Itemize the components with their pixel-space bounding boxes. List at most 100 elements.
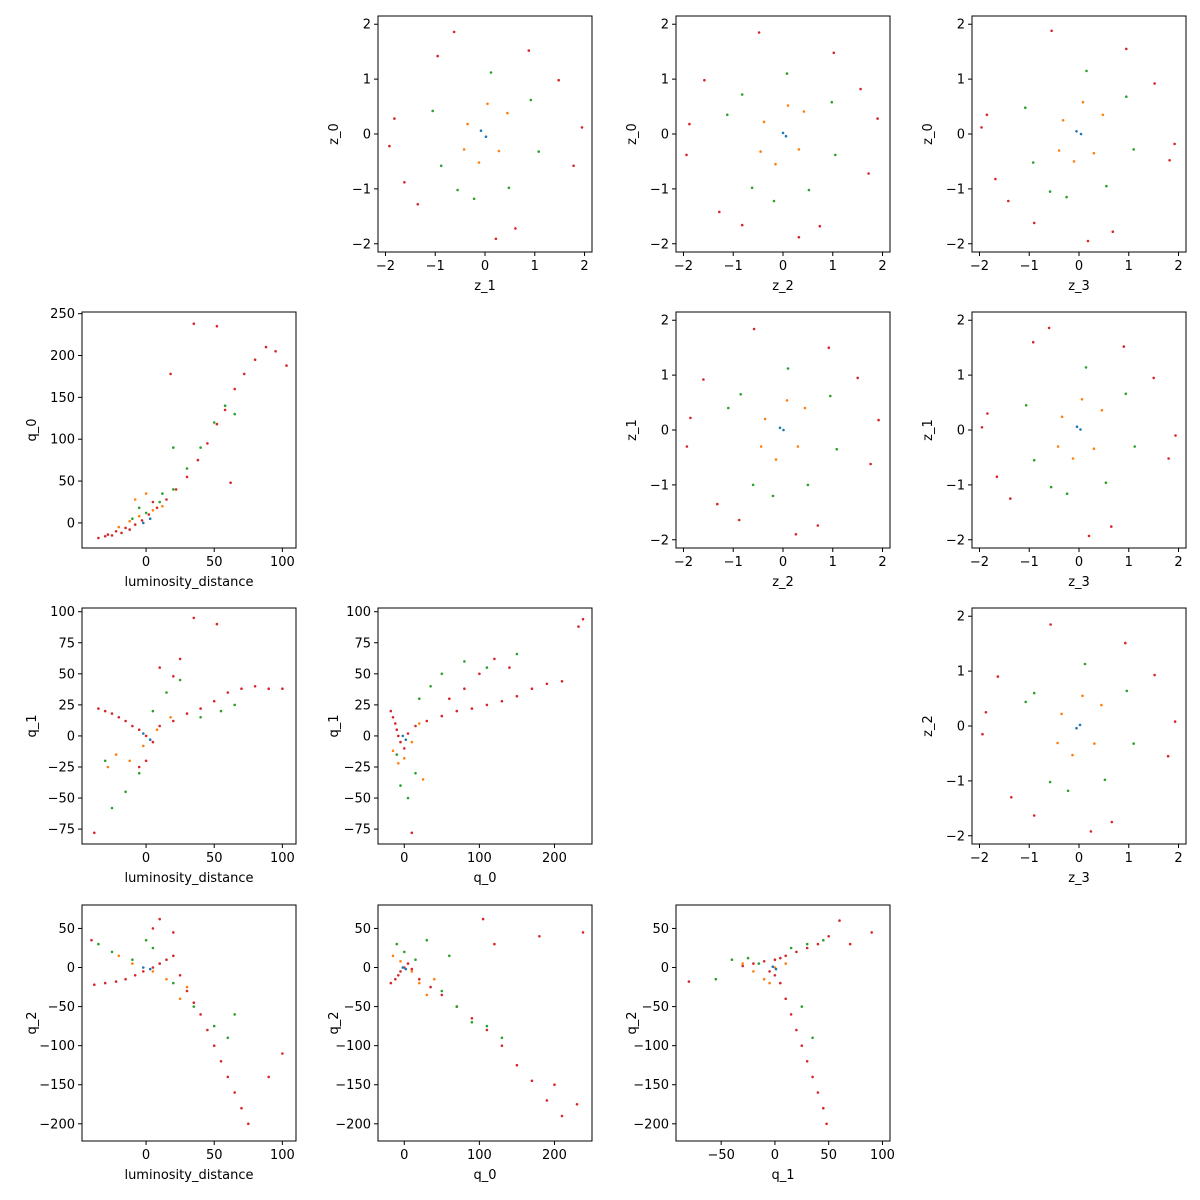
y-tick-label: −75 <box>48 823 75 838</box>
scatter-point <box>192 1001 196 1004</box>
y-tick-label: 1 <box>661 369 669 384</box>
x-tick-label: 50 <box>206 555 223 570</box>
scatter-point <box>247 1122 250 1126</box>
x-tick-label: 0 <box>1075 555 1083 570</box>
scatter-point <box>870 931 873 934</box>
x-tick-label: 0 <box>142 1148 150 1163</box>
scatter-point <box>439 164 443 168</box>
scatter-point <box>1049 623 1052 626</box>
y-tick-label: −50 <box>344 792 371 807</box>
y-tick-label: 2 <box>661 314 669 329</box>
scatter-points <box>685 327 880 536</box>
scatter-point <box>93 983 96 986</box>
scatter-point <box>1124 392 1128 396</box>
scatter-point <box>151 509 155 512</box>
x-axis-label: z_3 <box>1068 279 1090 294</box>
scatter-point <box>508 666 511 669</box>
scatter-point <box>199 446 202 449</box>
y-tick-label: 2 <box>363 18 371 33</box>
scatter-point <box>479 129 483 132</box>
scatter-point <box>800 1005 804 1008</box>
scatter-point <box>1024 106 1027 109</box>
axes-frame <box>81 311 297 549</box>
x-tick-label: 0 <box>400 851 408 866</box>
scatter-point <box>1174 434 1177 437</box>
scatter-point <box>185 467 189 470</box>
scatter-point <box>418 697 421 700</box>
x-axis-label: z_1 <box>474 279 496 294</box>
scatter-point <box>726 113 729 117</box>
scatter-point <box>285 364 288 367</box>
scatter-point <box>253 358 257 362</box>
scatter-point <box>240 1106 243 1110</box>
scatter-point <box>403 747 406 750</box>
scatter-point <box>215 422 219 426</box>
x-tick-label: 0 <box>1075 851 1083 866</box>
scatter-point <box>391 716 395 719</box>
x-tick-label: 50 <box>820 1148 837 1163</box>
scatter-point <box>1110 525 1113 528</box>
scatter-point <box>811 1036 814 1040</box>
scatter-point <box>117 525 121 529</box>
x-tick-label: 2 <box>580 259 588 274</box>
scatter-point <box>740 223 744 227</box>
scatter-point <box>786 367 790 370</box>
y-tick-label: −100 <box>335 1039 371 1054</box>
scatter-points <box>388 30 584 241</box>
scatter-point <box>463 687 466 690</box>
panel-q2-vs-q0: 0 100 200 −200 −150 −100 −50 0 50 q_0 q_2 <box>327 904 593 1183</box>
x-tick-label: 50 <box>206 851 223 866</box>
scatter-point <box>128 528 131 531</box>
scatter-point <box>440 993 444 997</box>
scatter-point <box>1110 820 1114 824</box>
scatter-point <box>391 954 395 958</box>
y-tick-label: 0 <box>363 128 371 143</box>
x-tick-label: 1 <box>531 259 539 274</box>
scatter-point <box>784 134 788 138</box>
scatter-point <box>158 962 161 965</box>
x-tick-label: −1 <box>1020 555 1039 570</box>
scatter-point <box>267 1075 271 1079</box>
scatter-point <box>155 728 159 731</box>
scatter-point <box>169 716 172 719</box>
scatter-point <box>1086 239 1090 243</box>
scatter-point <box>110 712 114 715</box>
scatter-point <box>124 790 127 794</box>
scatter-point <box>494 237 498 241</box>
scatter-point <box>1153 673 1156 677</box>
scatter-point <box>876 117 879 120</box>
y-tick-label: 50 <box>652 922 669 937</box>
x-tick-label: 2 <box>878 555 886 570</box>
x-axis-label: luminosity_distance <box>124 871 253 886</box>
x-tick-label: 2 <box>1174 259 1182 274</box>
scatter-points <box>97 322 288 540</box>
scatter-point <box>429 985 432 989</box>
scatter-point <box>485 666 489 669</box>
scatter-point <box>219 1060 223 1063</box>
scatter-point <box>399 960 402 963</box>
x-axis-label: q_0 <box>473 1168 496 1183</box>
scatter-point <box>389 709 393 713</box>
scatter-point <box>1056 741 1059 745</box>
x-tick-label: −1 <box>1020 851 1039 866</box>
x-tick-label: 2 <box>1174 851 1182 866</box>
scatter-point <box>980 126 983 129</box>
scatter-point <box>1032 814 1036 817</box>
x-tick-label: 1 <box>829 259 837 274</box>
scatter-point <box>796 445 800 448</box>
y-tick-label: −25 <box>344 760 371 775</box>
y-tick-label: −1 <box>946 774 965 789</box>
scatter-point <box>757 962 761 965</box>
scatter-point <box>784 962 787 965</box>
x-tick-label: 100 <box>467 851 492 866</box>
scatter-point <box>1173 142 1176 146</box>
scatter-point <box>1101 113 1105 117</box>
scatter-point <box>560 1114 564 1118</box>
x-tick-label: −1 <box>724 555 743 570</box>
y-tick-label: 1 <box>661 73 669 88</box>
scatter-point <box>816 1091 820 1094</box>
scatter-point <box>1075 726 1078 730</box>
x-axis-label: q_0 <box>473 871 496 886</box>
scatter-point <box>1104 481 1108 485</box>
scatter-point <box>500 699 504 703</box>
